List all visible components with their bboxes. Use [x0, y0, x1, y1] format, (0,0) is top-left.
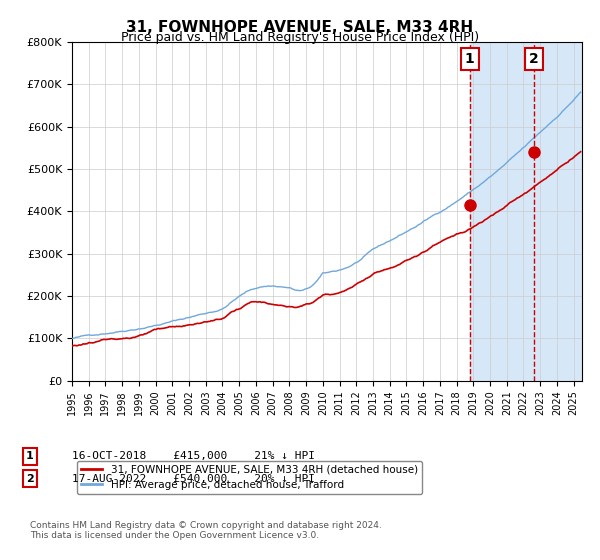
Bar — [470, 42, 542, 381]
Text: 2: 2 — [529, 52, 539, 66]
Text: 31, FOWNHOPE AVENUE, SALE, M33 4RH: 31, FOWNHOPE AVENUE, SALE, M33 4RH — [127, 20, 473, 35]
Text: Price paid vs. HM Land Registry's House Price Index (HPI): Price paid vs. HM Land Registry's House … — [121, 31, 479, 44]
Text: 16-OCT-2018    £415,000    21% ↓ HPI: 16-OCT-2018 £415,000 21% ↓ HPI — [72, 451, 315, 461]
Text: 17-AUG-2022    £540,000    20% ↓ HPI: 17-AUG-2022 £540,000 20% ↓ HPI — [72, 474, 315, 484]
Text: 2: 2 — [26, 474, 34, 484]
Text: 1: 1 — [465, 52, 475, 66]
Text: Contains HM Land Registry data © Crown copyright and database right 2024.
This d: Contains HM Land Registry data © Crown c… — [30, 521, 382, 540]
Legend: 31, FOWNHOPE AVENUE, SALE, M33 4RH (detached house), HPI: Average price, detache: 31, FOWNHOPE AVENUE, SALE, M33 4RH (deta… — [77, 460, 422, 494]
Text: 1: 1 — [26, 451, 34, 461]
Bar — [470, 42, 582, 381]
Bar — [542, 42, 582, 381]
